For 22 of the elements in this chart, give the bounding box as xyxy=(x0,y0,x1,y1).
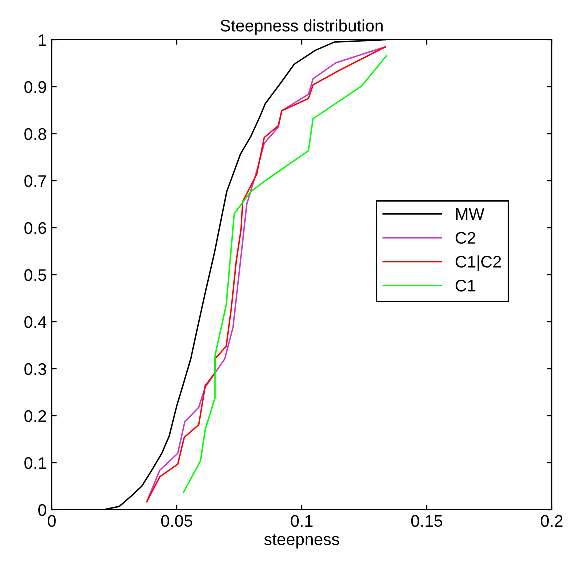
y-tick-label: 0.7 xyxy=(24,175,46,188)
y-tick-label: 0.5 xyxy=(24,269,46,282)
chart-title: Steepness distribution xyxy=(220,20,383,36)
x-axis-title: steepness xyxy=(264,534,340,549)
x-tick-label: 0.15 xyxy=(411,515,443,528)
x-tick-label: 0.05 xyxy=(161,515,193,528)
x-tick-label: 0 xyxy=(48,515,56,528)
x-tick-label: 0.2 xyxy=(541,515,563,528)
y-tick-label: 0 xyxy=(38,504,46,516)
legend-label: MW xyxy=(456,208,485,220)
y-tick-label: 0.6 xyxy=(24,222,46,234)
y-tick-label: 1 xyxy=(39,34,46,46)
legend-label: C2 xyxy=(456,232,476,244)
y-tick-label: 0.3 xyxy=(24,363,46,376)
x-tick-label: 0.1 xyxy=(291,515,313,528)
legend-label: C1 xyxy=(456,280,476,292)
legend-label: C1|C2 xyxy=(456,256,502,272)
y-tick-label: 0.8 xyxy=(24,128,46,140)
y-tick-label: 0.4 xyxy=(24,316,47,328)
y-tick-label: 0.2 xyxy=(24,410,46,422)
y-tick-label: 0.9 xyxy=(24,81,46,94)
y-tick-label: 0.1 xyxy=(24,457,46,470)
